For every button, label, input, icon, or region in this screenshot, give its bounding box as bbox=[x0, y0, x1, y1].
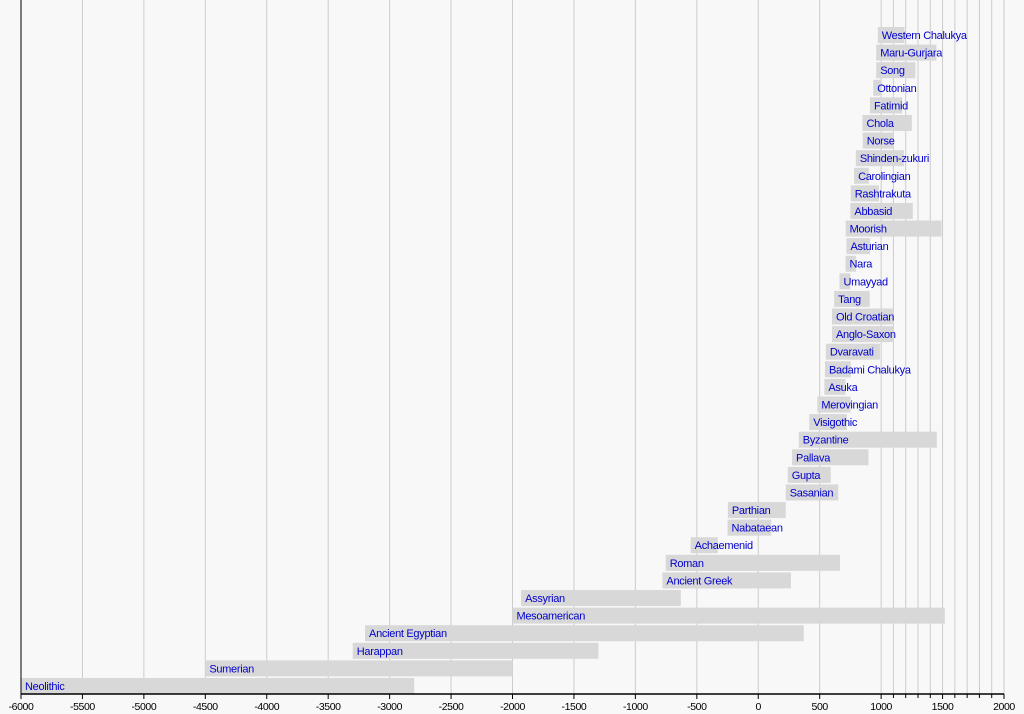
bar-old-croatian bbox=[831, 308, 894, 325]
x-tick-label: -5000 bbox=[131, 701, 156, 713]
x-tick-label: -1500 bbox=[562, 701, 587, 713]
x-tick-label: -3000 bbox=[377, 701, 402, 713]
bar-badami-chalukya bbox=[824, 361, 851, 378]
bar-label: Western Chalukya bbox=[882, 30, 968, 42]
bar-mesoamerican bbox=[512, 607, 945, 624]
x-tick-label: -4000 bbox=[254, 701, 279, 713]
bar-label: Chola bbox=[866, 118, 894, 130]
bar-label: Sumerian bbox=[209, 663, 254, 675]
bar-sasanian bbox=[785, 484, 839, 501]
bar-label: Achaemenid bbox=[695, 540, 753, 552]
bar-asuka bbox=[824, 378, 846, 395]
bar-asturian bbox=[846, 238, 871, 255]
bar-label: Asuka bbox=[828, 382, 858, 394]
bar-label: Roman bbox=[670, 558, 704, 570]
x-tick-label: -6000 bbox=[9, 701, 34, 713]
bar-label: Ancient Greek bbox=[666, 575, 733, 587]
x-tick-label: -4500 bbox=[193, 701, 218, 713]
x-tick-label: -1000 bbox=[623, 701, 648, 713]
x-tick-label: 1500 bbox=[932, 701, 954, 713]
bar-nabataean bbox=[727, 519, 772, 536]
bar-label: Moorish bbox=[850, 224, 887, 236]
bar-tang bbox=[834, 290, 870, 307]
bar-anglo-saxon bbox=[831, 326, 894, 343]
bar-neolithic bbox=[21, 678, 415, 694]
bar-label: Asturian bbox=[850, 241, 888, 253]
bar-label: Maru-Gurjara bbox=[880, 48, 943, 60]
x-tick-label: -3500 bbox=[316, 701, 341, 713]
bar-label: Ottonian bbox=[877, 83, 916, 95]
bar-label: Assyrian bbox=[525, 593, 565, 605]
bar-label: Song bbox=[880, 65, 905, 77]
bar-label: Visigothic bbox=[813, 417, 858, 429]
bar-label: Anglo-Saxon bbox=[836, 329, 896, 341]
bar-moorish bbox=[845, 220, 942, 237]
bar-roman bbox=[665, 554, 840, 571]
bar-label: Neolithic bbox=[25, 681, 65, 693]
bar-label: Rashtrakuta bbox=[855, 188, 912, 200]
bar-ottonian bbox=[873, 79, 882, 96]
x-tick-label: -2500 bbox=[439, 701, 464, 713]
bar-merovingian bbox=[817, 396, 851, 413]
bar-gupta bbox=[787, 466, 831, 483]
bar-harappan bbox=[352, 642, 599, 659]
bar-ancient-egyptian bbox=[365, 625, 804, 642]
bar-label: Old Croatian bbox=[836, 312, 894, 324]
bar-sumerian bbox=[205, 660, 513, 677]
bar-label: Mesoamerican bbox=[517, 611, 586, 623]
bar-byzantine bbox=[798, 431, 937, 448]
bar-abbasid bbox=[850, 202, 913, 219]
bar-label: Byzantine bbox=[803, 435, 849, 447]
bar-label: Merovingian bbox=[821, 399, 878, 411]
bar-label: Tang bbox=[838, 294, 861, 306]
bar-label: Norse bbox=[867, 136, 895, 148]
bar-umayyad bbox=[839, 273, 851, 290]
bar-label: Umayyad bbox=[843, 276, 888, 288]
bar-rashtrakuta bbox=[850, 185, 879, 202]
bar-chola bbox=[862, 114, 912, 131]
bar-label: Dvaravati bbox=[830, 347, 874, 359]
x-tick-label: 500 bbox=[812, 701, 829, 713]
bar-label: Nara bbox=[849, 259, 873, 271]
bar-label: Sasanian bbox=[790, 487, 834, 499]
bar-fatimid bbox=[869, 97, 903, 114]
bar-label: Abbasid bbox=[854, 206, 892, 218]
bar-western-chalukya bbox=[877, 27, 905, 43]
bar-label: Nabataean bbox=[732, 523, 783, 535]
bar-visigothic bbox=[809, 414, 847, 431]
x-tick-label: -5500 bbox=[70, 701, 95, 713]
bar-label: Carolingian bbox=[858, 171, 911, 183]
x-tick-label: 1000 bbox=[870, 701, 892, 713]
x-tick-label: 2000 bbox=[993, 701, 1015, 713]
bar-label: Badami Chalukya bbox=[829, 364, 912, 376]
bar-label: Ancient Egyptian bbox=[369, 628, 447, 640]
bar-label: Harappan bbox=[357, 646, 403, 658]
bar-label: Gupta bbox=[792, 470, 822, 482]
bar-carolingian bbox=[854, 167, 869, 184]
bar-ancient-greek bbox=[662, 572, 791, 589]
bar-pallava bbox=[792, 449, 869, 466]
bar-norse bbox=[862, 132, 894, 149]
bar-parthian bbox=[727, 502, 786, 519]
bar-song bbox=[876, 62, 916, 79]
bar-shinden-zukuri bbox=[855, 150, 904, 167]
bar-dvaravati bbox=[825, 343, 880, 360]
x-tick-label: -2000 bbox=[500, 701, 525, 713]
bar-maru-gurjara bbox=[876, 44, 937, 61]
bar-label: Parthian bbox=[732, 505, 771, 517]
bar-label: Pallava bbox=[796, 452, 831, 464]
x-tick-label: -500 bbox=[687, 701, 707, 713]
bar-nara bbox=[845, 255, 856, 272]
bar-achaemenid bbox=[690, 537, 718, 554]
bar-label: Fatimid bbox=[874, 100, 908, 112]
x-tick-label: 0 bbox=[756, 701, 762, 713]
bar-label: Shinden-zukuri bbox=[860, 153, 929, 165]
bar-assyrian bbox=[521, 590, 681, 607]
